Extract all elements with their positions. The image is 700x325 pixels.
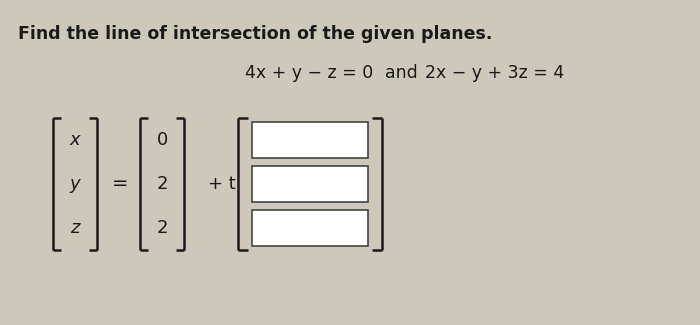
Text: and: and — [385, 64, 418, 82]
Text: =: = — [112, 175, 128, 193]
Text: 2x − y + 3z = 4: 2x − y + 3z = 4 — [425, 64, 564, 82]
Text: z: z — [70, 219, 80, 237]
Text: 0: 0 — [156, 131, 167, 149]
Text: y: y — [70, 175, 80, 193]
Text: 2: 2 — [156, 175, 168, 193]
Bar — [252, 210, 368, 246]
Text: 2: 2 — [156, 219, 168, 237]
Text: 4x + y − z = 0: 4x + y − z = 0 — [245, 64, 373, 82]
Bar — [252, 122, 368, 158]
Text: x: x — [70, 131, 80, 149]
Text: Find the line of intersection of the given planes.: Find the line of intersection of the giv… — [18, 25, 492, 43]
Bar — [252, 166, 368, 202]
Text: + t: + t — [208, 175, 236, 193]
